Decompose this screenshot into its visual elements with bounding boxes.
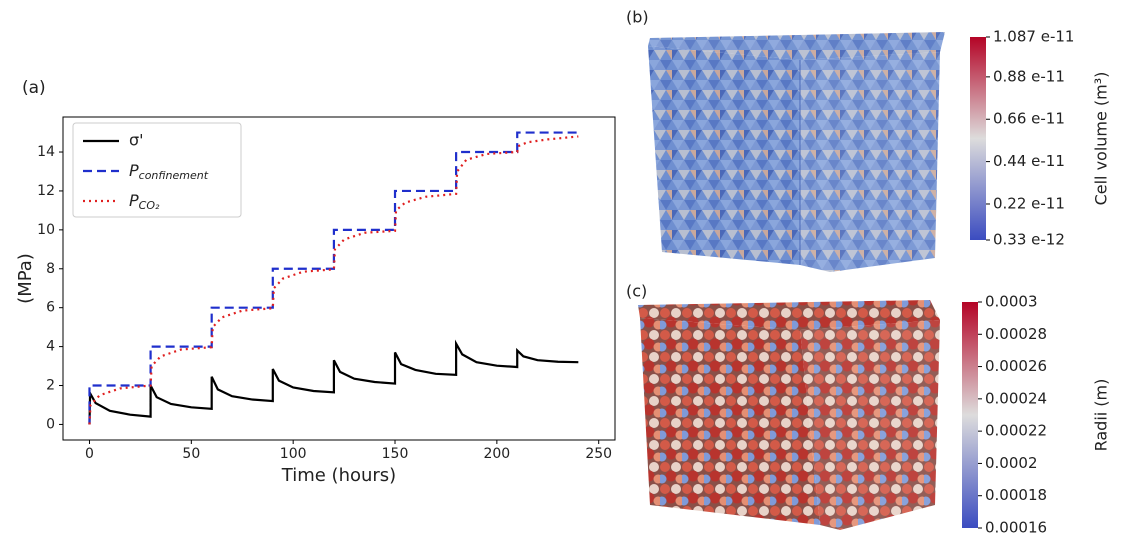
colorbar-tick-label: 0.00018: [985, 486, 1047, 504]
y-tick-label: 14: [37, 144, 55, 160]
panel-label: (b): [626, 8, 649, 27]
series-line: [88, 339, 579, 425]
y-tick-label: 8: [46, 261, 55, 277]
x-tick-label: 200: [483, 446, 510, 462]
y-tick-label: 12: [37, 183, 55, 199]
colorbar-tick-label: 0.22 e-11: [993, 194, 1065, 212]
cell-volume-render: [648, 32, 945, 272]
particle-radii-render: [638, 300, 940, 530]
x-tick-label: 100: [280, 446, 307, 462]
y-tick-label: 6: [46, 300, 55, 316]
x-tick-label: 0: [85, 446, 94, 462]
x-axis-label: Time (hours): [281, 465, 396, 486]
y-tick-label: 4: [46, 339, 55, 355]
colorbar-tick-label: 0.00026: [985, 357, 1047, 375]
y-tick-label: 2: [46, 378, 55, 394]
colorbar-tick-label: 0.66 e-11: [993, 110, 1065, 128]
colorbar: [970, 37, 986, 240]
legend-label: σ': [129, 131, 144, 150]
colorbar-tick-label: 0.0003: [985, 293, 1038, 311]
legend-label: Pconfinement: [129, 161, 209, 183]
x-tick-label: 150: [382, 446, 409, 462]
legend-box: [72, 122, 242, 218]
colorbar-tick-label: 0.33 e-12: [993, 231, 1065, 249]
y-tick-label: 10: [37, 222, 55, 238]
colorbar-tick-label: 0.00016: [985, 519, 1047, 537]
x-tick-label: 50: [182, 446, 200, 462]
series-line: [88, 131, 579, 425]
colorbar: [962, 302, 978, 528]
panel-label: (c): [626, 282, 647, 301]
colorbar-tick-label: 0.00028: [985, 325, 1047, 343]
y-tick-label: 0: [46, 416, 55, 432]
colorbar-label: Cell volume (m³): [1092, 72, 1111, 206]
colorbar-tick-label: 0.88 e-11: [993, 67, 1065, 85]
colorbar-tick-label: 0.00024: [985, 389, 1047, 407]
colorbar-tick-label: 0.0002: [985, 454, 1038, 472]
colorbar-tick-label: 1.087 e-11: [993, 28, 1074, 46]
colorbar-tick-label: 0.44 e-11: [993, 152, 1065, 170]
y-axis-label: (MPa): [15, 253, 36, 304]
legend-label: PCO₂: [129, 191, 160, 213]
panel-label: (a): [22, 78, 46, 98]
x-tick-label: 250: [585, 446, 612, 462]
colorbar-tick-label: 0.00022: [985, 422, 1047, 440]
series-line: [88, 135, 579, 425]
colorbar-label: Radii (m): [1092, 379, 1111, 452]
plot-frame: [62, 116, 616, 441]
